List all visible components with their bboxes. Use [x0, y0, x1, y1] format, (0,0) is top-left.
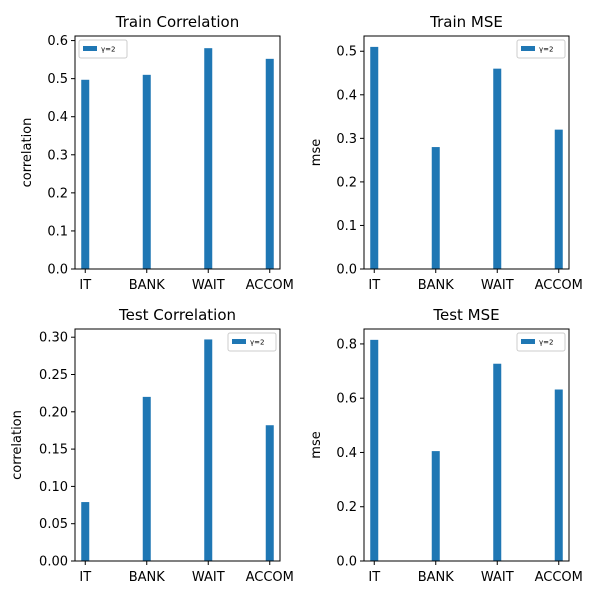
bar	[142, 74, 151, 269]
legend-swatch	[521, 46, 535, 51]
y-tick-label: 0.1	[336, 219, 357, 234]
y-axis-label: correlation	[10, 410, 25, 480]
bar	[554, 129, 563, 269]
y-axis-label: correlation	[20, 118, 35, 188]
x-tick-label: ACCOM	[535, 278, 583, 293]
x-tick-label: WAIT	[192, 278, 225, 293]
y-tick-label: 0.6	[47, 34, 68, 49]
legend-box	[516, 39, 566, 59]
bar	[431, 147, 440, 269]
y-tick-label: 0.15	[39, 443, 68, 458]
axes-frame	[74, 35, 281, 270]
bar	[493, 68, 502, 269]
chart-title: Train Correlation	[115, 13, 239, 31]
x-tick-label: WAIT	[192, 570, 225, 585]
y-tick-label: 0.30	[39, 331, 68, 346]
legend: γ=2	[227, 332, 277, 352]
x-tick-label: BANK	[129, 278, 166, 293]
y-tick-label: 0.0	[336, 555, 357, 570]
y-tick-label: 0.8	[336, 337, 357, 352]
x-tick-label: IT	[79, 570, 91, 585]
y-tick-label: 0.3	[336, 132, 357, 147]
y-axis-label: mse	[309, 431, 324, 458]
x-tick-label: WAIT	[481, 570, 514, 585]
bar	[431, 451, 440, 561]
legend-box	[227, 332, 277, 352]
chart-panel: Train MSE IT BANK WAIT ACCOM 0.0 0.1 0.2 0.3 0.4 0…	[309, 13, 583, 293]
y-tick-label: 0.10	[39, 480, 68, 495]
y-tick-label: 0.4	[336, 446, 357, 461]
legend-label: γ=2	[539, 46, 553, 54]
chart-panel: Train Correlation IT BANK WAIT ACCOM 0.0 0.1 0.…	[20, 13, 294, 293]
legend-swatch	[232, 339, 246, 344]
legend-swatch	[83, 46, 97, 51]
bar	[265, 425, 274, 561]
bar	[370, 46, 379, 269]
x-tick-label: IT	[79, 278, 91, 293]
bar	[554, 389, 563, 561]
legend: γ=2	[516, 332, 566, 352]
legend-box	[78, 39, 128, 59]
y-tick-label: 0.2	[47, 186, 68, 201]
chart-title: Train MSE	[429, 13, 503, 31]
legend-swatch	[521, 339, 535, 344]
x-tick-label: ACCOM	[535, 570, 583, 585]
x-tick-label: IT	[368, 278, 380, 293]
y-tick-label: 0.5	[47, 72, 68, 87]
bar	[81, 502, 90, 561]
x-tick-label: ACCOM	[246, 278, 294, 293]
legend-label: γ=2	[101, 46, 115, 54]
chart-panel: Test Correlation IT BANK WAIT ACCOM 0.00 0.05 0…	[10, 306, 294, 585]
y-tick-label: 0.0	[336, 263, 357, 278]
chart-panel: Test MSE IT BANK WAIT ACCOM 0.0 0.2 0.4 0.6 0.8 ms…	[309, 306, 583, 585]
y-tick-label: 0.4	[336, 88, 357, 103]
y-tick-label: 0.2	[336, 175, 357, 190]
bar	[81, 79, 90, 269]
bar	[204, 339, 213, 561]
chart-title: Test Correlation	[118, 306, 236, 324]
x-tick-label: IT	[368, 570, 380, 585]
bar	[265, 58, 274, 270]
x-tick-label: BANK	[129, 570, 166, 585]
bar	[493, 363, 502, 561]
axes-frame	[363, 328, 570, 562]
legend: γ=2	[78, 39, 128, 59]
bar	[142, 396, 151, 561]
y-axis-label: mse	[309, 139, 324, 166]
axes-frame	[74, 328, 281, 562]
y-tick-label: 0.00	[39, 555, 68, 570]
legend: γ=2	[516, 39, 566, 59]
x-tick-label: ACCOM	[246, 570, 294, 585]
y-tick-label: 0.0	[47, 263, 68, 278]
y-tick-label: 0.05	[39, 517, 68, 532]
legend-label: γ=2	[539, 339, 553, 347]
y-tick-label: 0.6	[336, 392, 357, 407]
y-tick-label: 0.3	[47, 148, 68, 163]
legend-box	[516, 332, 566, 352]
y-tick-label: 0.20	[39, 405, 68, 420]
y-tick-label: 0.2	[336, 500, 357, 515]
y-tick-label: 0.5	[336, 45, 357, 60]
y-tick-label: 0.1	[47, 224, 68, 239]
axes-frame	[363, 35, 570, 270]
bar	[370, 339, 379, 561]
x-tick-label: BANK	[418, 278, 455, 293]
chart-title: Test MSE	[432, 306, 499, 324]
y-tick-label: 0.25	[39, 368, 68, 383]
y-tick-label: 0.4	[47, 110, 68, 125]
bar	[204, 48, 213, 270]
x-tick-label: BANK	[418, 570, 455, 585]
legend-label: γ=2	[250, 339, 264, 347]
x-tick-label: WAIT	[481, 278, 514, 293]
